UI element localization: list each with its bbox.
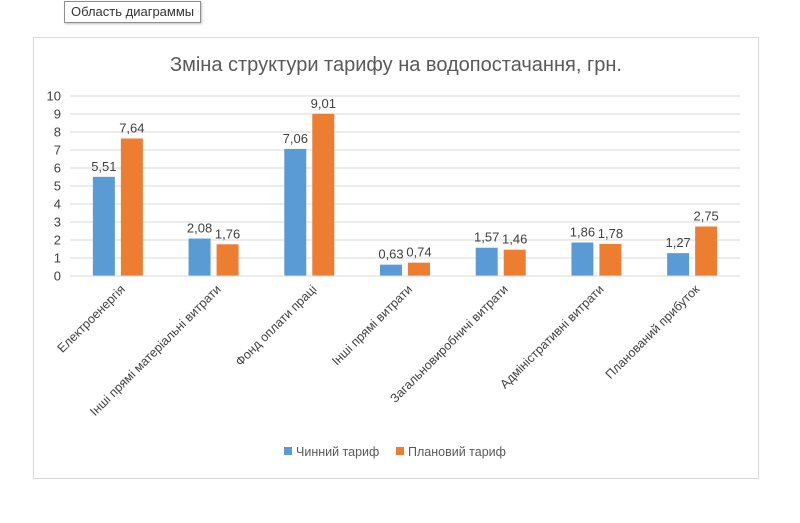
x-category-label: Інші прямі витрати: [329, 282, 415, 368]
legend-label: Плановий тариф: [408, 445, 506, 459]
x-category-label: Фонд оплати праці: [233, 282, 320, 369]
chart-area[interactable]: Зміна структури тарифу на водопостачання…: [33, 37, 759, 479]
bar: [120, 138, 143, 276]
chart-title: Зміна структури тарифу на водопостачання…: [170, 54, 622, 76]
data-label: 1,27: [665, 235, 690, 250]
bar: [92, 176, 115, 276]
chart-area-tooltip: Область диаграммы: [64, 1, 202, 23]
legend-swatch: [396, 447, 404, 455]
bar: [188, 238, 211, 276]
bar: [475, 247, 498, 276]
x-category-label: Електроенергія: [55, 282, 128, 355]
legend-label: Чинний тариф: [296, 445, 379, 459]
legend-swatch: [284, 447, 292, 455]
bar: [695, 226, 718, 276]
y-tick-label: 1: [54, 251, 61, 266]
bar-chart: Зміна структури тарифу на водопостачання…: [47, 54, 740, 459]
data-label: 9,01: [311, 96, 336, 111]
bar: [380, 264, 402, 276]
data-label: 1,76: [215, 226, 240, 241]
y-tick-label: 7: [54, 143, 61, 158]
y-tick-label: 10: [47, 89, 61, 104]
data-label: 7,64: [119, 120, 144, 135]
data-label: 2,75: [693, 209, 718, 224]
data-label: 1,78: [598, 226, 623, 241]
y-tick-label: 5: [54, 179, 61, 194]
bar: [284, 148, 307, 276]
data-label: 0,74: [406, 245, 431, 260]
y-tick-label: 2: [54, 233, 61, 248]
data-label: 0,63: [378, 247, 403, 262]
data-label: 1,46: [502, 232, 527, 247]
y-tick-label: 4: [54, 197, 61, 212]
data-label: 1,57: [474, 230, 499, 245]
bar: [408, 262, 430, 276]
bar: [216, 244, 239, 276]
y-tick-label: 6: [54, 161, 61, 176]
x-category-label: Адміністративні витрати: [497, 282, 606, 391]
data-label: 2,08: [187, 221, 212, 236]
data-label: 1,86: [570, 225, 595, 240]
y-tick-label: 3: [54, 215, 61, 230]
y-tick-label: 9: [54, 107, 61, 122]
y-tick-label: 8: [54, 125, 61, 140]
bar: [667, 253, 690, 276]
data-label: 5,51: [91, 159, 116, 174]
bar: [599, 243, 622, 276]
bar: [312, 113, 335, 276]
bar: [503, 249, 526, 276]
data-label: 7,06: [283, 131, 308, 146]
bar: [571, 242, 594, 276]
x-category-label: Планований прибуток: [603, 282, 703, 382]
y-tick-label: 0: [54, 269, 61, 284]
